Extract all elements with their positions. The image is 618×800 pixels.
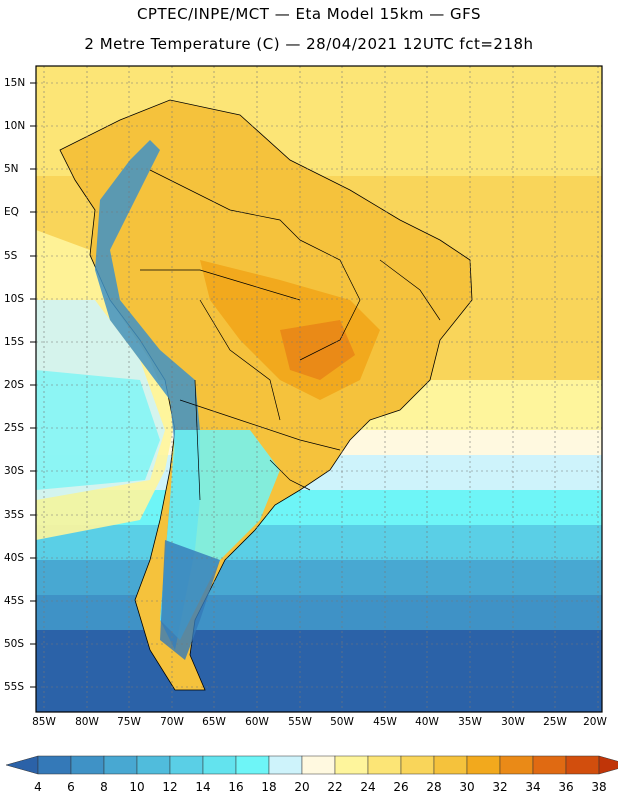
lon-label: 45W: [373, 716, 397, 728]
lat-label: 15S: [4, 336, 25, 348]
lat-label: 5S: [4, 250, 18, 262]
colorbar-swatch: [400, 755, 435, 775]
lon-label: 60W: [245, 716, 269, 728]
colorbar-swatch: [466, 755, 501, 775]
colorbar-label: 8: [100, 780, 108, 794]
chart-title-line2: 2 Metre Temperature (C) — 28/04/2021 12U…: [84, 35, 534, 53]
lat-label: 10N: [4, 120, 26, 132]
colorbar-label: 20: [294, 780, 310, 794]
colorbar-swatch: [235, 755, 270, 775]
lat-label: 5N: [4, 163, 19, 175]
colorbar-label: 18: [261, 780, 277, 794]
colorbar-swatch: [367, 755, 402, 775]
colorbar-label: 12: [162, 780, 178, 794]
colorbar-swatch: [301, 755, 336, 775]
colorbar-label: 16: [228, 780, 244, 794]
colorbar-label: 36: [558, 780, 574, 794]
colorbar-swatch: [169, 755, 204, 775]
colorbar-label: 14: [195, 780, 211, 794]
colorbar-swatch: [70, 755, 105, 775]
chart-title-line1: CPTEC/INPE/MCT — Eta Model 15km — GFS: [136, 5, 482, 23]
colorbar-swatch: [136, 755, 171, 775]
colorbar-arrow-low: [5, 755, 39, 775]
colorbar-swatch: [565, 755, 600, 775]
lat-label: 10S: [4, 293, 25, 305]
lon-label: 75W: [117, 716, 141, 728]
lat-label: 45S: [4, 595, 25, 607]
lon-label: 30W: [501, 716, 525, 728]
lon-label: 40W: [415, 716, 439, 728]
lat-label: 20S: [4, 379, 25, 391]
colorbar: [5, 755, 618, 775]
colorbar-swatch: [202, 755, 237, 775]
colorbar-swatch: [532, 755, 567, 775]
colorbar-label: 28: [426, 780, 442, 794]
colorbar-label: 32: [492, 780, 508, 794]
lon-label: 70W: [160, 716, 184, 728]
colorbar-label: 4: [34, 780, 42, 794]
colorbar-label: 24: [360, 780, 376, 794]
lon-label: 50W: [330, 716, 354, 728]
lat-label: 15N: [4, 77, 26, 89]
lat-label: 50S: [4, 638, 25, 650]
lat-label: 40S: [4, 552, 25, 564]
lat-label: EQ: [4, 206, 19, 218]
colorbar-swatch: [103, 755, 138, 775]
lon-label: 65W: [202, 716, 226, 728]
lon-label: 35W: [458, 716, 482, 728]
colorbar-label: 22: [327, 780, 343, 794]
colorbar-swatch: [37, 755, 72, 775]
lon-label: 25W: [543, 716, 567, 728]
lon-label: 55W: [288, 716, 312, 728]
lat-label: 25S: [4, 422, 25, 434]
colorbar-arrow-high: [598, 755, 618, 775]
lon-label: 80W: [75, 716, 99, 728]
colorbar-label: 10: [129, 780, 145, 794]
colorbar-label: 34: [525, 780, 541, 794]
lon-label: 20W: [583, 716, 607, 728]
lat-label: 30S: [4, 465, 25, 477]
lat-label: 35S: [4, 509, 25, 521]
colorbar-label: 6: [67, 780, 75, 794]
colorbar-swatch: [334, 755, 369, 775]
colorbar-swatch: [499, 755, 534, 775]
lon-label: 85W: [32, 716, 56, 728]
lat-label: 55S: [4, 681, 25, 693]
colorbar-label: 26: [393, 780, 409, 794]
colorbar-label: 38: [591, 780, 607, 794]
colorbar-label: 30: [459, 780, 475, 794]
colorbar-swatch: [268, 755, 303, 775]
colorbar-swatch: [433, 755, 468, 775]
map-frame: [35, 65, 603, 713]
